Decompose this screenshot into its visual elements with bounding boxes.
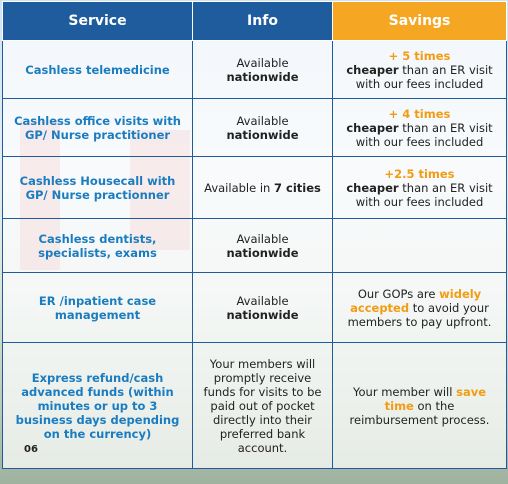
- cell-line: cheaper than an ER visit with our fees i…: [339, 121, 500, 149]
- table-row: Cashless dentists, specialists, exams Ava…: [2, 218, 507, 273]
- cell-line: cheaper than an ER visit with our fees i…: [339, 181, 500, 209]
- header-row: Service Info Savings: [2, 1, 507, 41]
- table-cell: Cashless office visits with GP/ Nurse pr…: [2, 98, 193, 157]
- text-run: + 4 times: [388, 106, 451, 121]
- cell-line: Cashless Housecall with GP/ Nurse practi…: [9, 174, 186, 202]
- text-run: Express refund/cash advanced funds (with…: [15, 370, 180, 441]
- services-table: Service Info Savings Cashless telemedicine…: [2, 1, 507, 469]
- table-cell: +2.5 times cheaper than an ER visit with …: [332, 156, 507, 219]
- text-run: Cashless Housecall with GP/ Nurse practi…: [19, 173, 176, 202]
- cell-line: + 5 times: [339, 49, 500, 63]
- text-run: than an ER visit with our fees included: [355, 62, 493, 91]
- text-run: Cashless telemedicine: [25, 62, 170, 77]
- cell-line: + 4 times: [339, 107, 500, 121]
- table-cell: Your members will promptly receive funds…: [192, 342, 333, 469]
- table-cell: + 5 times cheaper than an ER visit with o…: [332, 40, 507, 99]
- text-run: nationwide: [226, 127, 299, 142]
- cell-line: Available in 7 cities: [199, 181, 326, 195]
- text-run: than an ER visit with our fees included: [355, 120, 493, 149]
- table-cell: Your member will save time on the reimbu…: [332, 342, 507, 469]
- cell-line: Available nationwide: [199, 232, 326, 260]
- cell-line: Cashless dentists, specialists, exams: [9, 232, 186, 260]
- table-cell: Our GOPs are widely accepted to avoid yo…: [332, 272, 507, 343]
- text-run: on the reimbursement process.: [349, 398, 490, 427]
- table-cell: Available nationwide: [192, 218, 333, 273]
- header-cell: Info: [192, 1, 333, 41]
- table-cell: Available in 7 cities: [192, 156, 333, 219]
- cell-line: Available nationwide: [199, 294, 326, 322]
- table-cell: Cashless Housecall with GP/ Nurse practi…: [2, 156, 193, 219]
- text-run: Cashless dentists, specialists, exams: [38, 231, 157, 260]
- text-run: Available: [236, 55, 289, 70]
- text-run: widely accepted: [350, 286, 482, 315]
- table-cell: ER /inpatient case management: [2, 272, 193, 343]
- text-run: ER /inpatient case management: [38, 293, 157, 322]
- table-row: Cashless office visits with GP/ Nurse pr…: [2, 98, 507, 157]
- table-cell: Cashless dentists, specialists, exams: [2, 218, 193, 273]
- page-number: 06: [24, 444, 38, 455]
- text-run: +2.5 times: [384, 166, 455, 181]
- table-cell: Available nationwide: [192, 98, 333, 157]
- text-run: Available: [236, 293, 289, 308]
- table-cell: Available nationwide: [192, 40, 333, 99]
- text-run: Your members will promptly receive funds…: [203, 356, 322, 455]
- text-run: Available: [236, 113, 289, 128]
- table-cell: Available nationwide: [192, 272, 333, 343]
- text-run: Available in: [204, 180, 274, 195]
- cell-line: cheaper than an ER visit with our fees i…: [339, 63, 500, 91]
- text-run: to avoid your members to pay upfront.: [347, 300, 492, 329]
- header-cell: Service: [2, 1, 193, 41]
- cell-line: Available nationwide: [199, 56, 326, 84]
- table-row: Express refund/cash advanced funds (with…: [2, 342, 507, 469]
- text-run: Available: [236, 231, 289, 246]
- text-run: nationwide: [226, 69, 299, 84]
- table-cell: [332, 218, 507, 273]
- cell-line: ER /inpatient case management: [9, 294, 186, 322]
- text-run: than an ER visit with our fees included: [355, 180, 493, 209]
- table-row: Cashless Housecall with GP/ Nurse practi…: [2, 156, 507, 219]
- text-run: cheaper: [346, 120, 399, 135]
- text-run: Our GOPs are: [357, 286, 440, 301]
- text-run: Cashless office visits with GP/ Nurse pr…: [14, 113, 181, 142]
- text-run: save time: [384, 384, 486, 413]
- table-cell: Cashless telemedicine: [2, 40, 193, 99]
- cell-line: Your members will promptly receive funds…: [199, 357, 326, 455]
- text-run: + 5 times: [388, 48, 451, 63]
- cell-line: Our GOPs are widely accepted to avoid yo…: [339, 287, 500, 329]
- cell-line: +2.5 times: [339, 167, 500, 181]
- text-run: nationwide: [226, 245, 299, 260]
- cell-line: Your member will save time on the reimbu…: [339, 385, 500, 427]
- table-row: ER /inpatient case management Available n…: [2, 272, 507, 343]
- table-body: Cashless telemedicine Available nationwid…: [2, 40, 507, 469]
- cell-line: Cashless telemedicine: [9, 63, 186, 77]
- text-run: 7 cities: [274, 180, 321, 195]
- header-cell: Savings: [332, 1, 507, 41]
- text-run: cheaper: [346, 180, 399, 195]
- table-cell: + 4 times cheaper than an ER visit with o…: [332, 98, 507, 157]
- table-cell: Express refund/cash advanced funds (with…: [2, 342, 193, 469]
- cell-line: Available nationwide: [199, 114, 326, 142]
- text-run: nationwide: [226, 307, 299, 322]
- text-run: cheaper: [346, 62, 399, 77]
- cell-line: Express refund/cash advanced funds (with…: [9, 371, 186, 441]
- text-run: Your member will: [353, 384, 457, 399]
- cell-line: Cashless office visits with GP/ Nurse pr…: [9, 114, 186, 142]
- table-row: Cashless telemedicine Available nationwid…: [2, 40, 507, 99]
